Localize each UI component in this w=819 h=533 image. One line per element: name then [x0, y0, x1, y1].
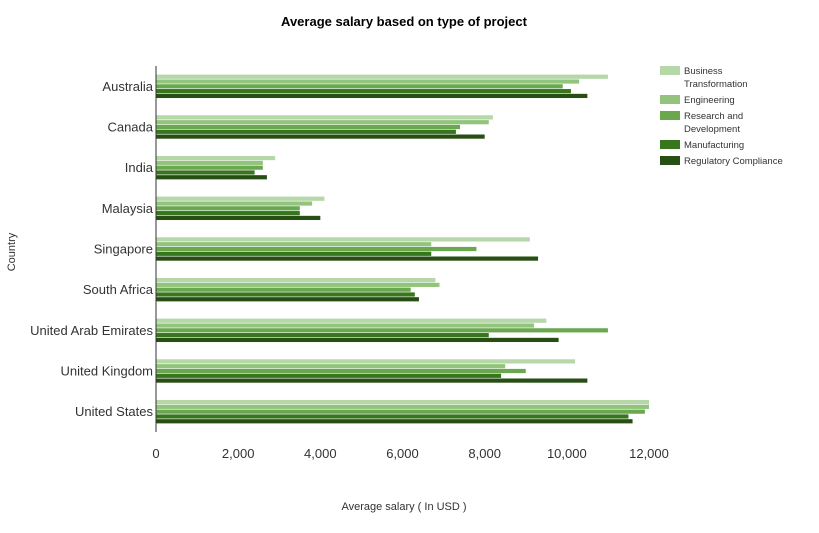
x-tick-label: 6,000 [386, 446, 419, 461]
legend-swatch [660, 140, 680, 149]
category-label: India [125, 160, 154, 175]
bar-united-states-manufacturing [156, 414, 629, 419]
bar-united-kingdom-research-and-development [156, 368, 526, 374]
legend-label: Manufacturing [684, 140, 744, 151]
bar-united-kingdom-engineering [156, 364, 506, 369]
bar-south-africa-manufacturing [156, 292, 415, 297]
legend-label: Business Transformation [684, 66, 748, 90]
x-tick-label: 0 [152, 446, 159, 461]
bar-india-research-and-development [156, 165, 263, 170]
legend-label: Regulatory Compliance [684, 156, 783, 167]
bar-india-engineering [156, 160, 263, 165]
bar-canada-business-transformation [156, 115, 493, 120]
bar-singapore-business-transformation [156, 237, 530, 242]
x-tick-labels: 0 2,000 4,000 6,000 8,000 10,000 12,000 [152, 446, 669, 461]
bar-singapore-engineering [156, 242, 432, 247]
bar-south-africa-regulatory-compliance [156, 297, 419, 302]
bar-malaysia-business-transformation [156, 196, 325, 201]
bar-united-kingdom-manufacturing [156, 373, 502, 378]
legend-swatch [660, 66, 680, 75]
bar-india-business-transformation [156, 155, 276, 161]
category-label: Malaysia [102, 201, 154, 216]
legend-label: Engineering [684, 95, 735, 106]
x-tick-label: 10,000 [547, 446, 587, 461]
y-axis-title: Country [6, 232, 18, 271]
bar-united-kingdom-regulatory-compliance [156, 378, 588, 383]
category-label: Singapore [94, 242, 153, 257]
bar-canada-manufacturing [156, 129, 456, 134]
bar-united-states-research-and-development [156, 409, 645, 414]
bar-singapore-regulatory-compliance [156, 256, 539, 261]
bar-united-arab-emirates-research-and-development [156, 328, 608, 333]
x-tick-label: 2,000 [222, 446, 255, 461]
bar-australia-manufacturing [156, 89, 571, 94]
legend: Business Transformation Engineering Researc… [660, 66, 783, 167]
category-label: United States [75, 404, 154, 419]
bar-south-africa-business-transformation [156, 277, 436, 283]
x-tick-label: 12,000 [629, 446, 669, 461]
bar-australia-regulatory-compliance [156, 93, 588, 99]
bar-australia-business-transformation [156, 74, 608, 79]
bar-malaysia-regulatory-compliance [156, 215, 321, 221]
bar-united-arab-emirates-regulatory-compliance [156, 337, 559, 343]
bars-layer [156, 74, 649, 424]
bar-australia-research-and-development [156, 84, 563, 89]
category-label: United Arab Emirates [30, 323, 153, 338]
bar-singapore-manufacturing [156, 251, 432, 256]
bar-united-arab-emirates-engineering [156, 323, 534, 328]
bar-canada-engineering [156, 120, 489, 125]
bar-canada-regulatory-compliance [156, 134, 485, 139]
category-label: South Africa [83, 282, 154, 297]
category-label: Canada [107, 120, 153, 135]
legend-swatch [660, 111, 680, 120]
category-label: United Kingdom [61, 364, 154, 379]
bar-united-states-engineering [156, 404, 649, 409]
bar-south-africa-research-and-development [156, 287, 411, 292]
x-tick-label: 4,000 [304, 446, 337, 461]
x-axis-title: Average salary ( In USD ) [341, 501, 466, 513]
category-label: Australia [102, 79, 153, 94]
bar-south-africa-engineering [156, 282, 440, 287]
bar-united-arab-emirates-business-transformation [156, 318, 547, 323]
chart-title: Average salary based on type of project [281, 14, 528, 29]
bar-india-manufacturing [156, 170, 255, 175]
bar-canada-research-and-development [156, 124, 461, 130]
category-labels: Australia Canada India Malaysia Singapore Sou… [30, 79, 154, 419]
legend-label: Research and Development [684, 111, 743, 135]
bar-australia-engineering [156, 79, 580, 84]
bar-united-arab-emirates-manufacturing [156, 333, 489, 338]
bar-singapore-research-and-development [156, 246, 477, 252]
legend-swatch [660, 95, 680, 104]
bar-united-states-regulatory-compliance [156, 419, 633, 424]
legend-swatch [660, 156, 680, 165]
bar-india-regulatory-compliance [156, 175, 267, 180]
bar-malaysia-research-and-development [156, 206, 300, 211]
bar-malaysia-manufacturing [156, 211, 300, 216]
bar-malaysia-engineering [156, 201, 313, 206]
bar-united-kingdom-business-transformation [156, 359, 576, 364]
x-tick-label: 8,000 [468, 446, 501, 461]
bar-united-states-business-transformation [156, 399, 649, 405]
